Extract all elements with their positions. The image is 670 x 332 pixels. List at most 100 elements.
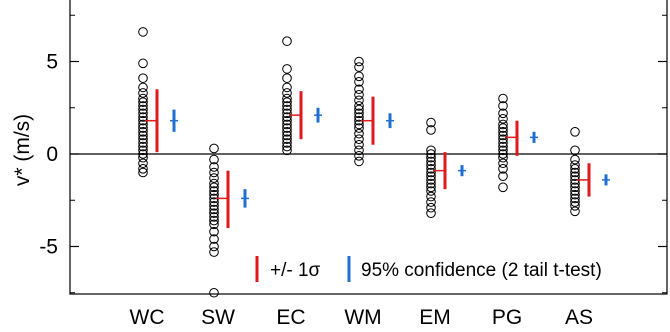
data-point [426, 208, 436, 218]
data-point [282, 138, 292, 148]
data-point [282, 101, 292, 111]
data-point [209, 182, 219, 193]
data-point [354, 77, 364, 87]
data-point [354, 95, 364, 106]
data-point [138, 145, 148, 156]
data-point [209, 247, 219, 257]
data-point [282, 115, 292, 126]
data-point [209, 241, 219, 252]
data-point [354, 101, 364, 111]
data-point [209, 189, 219, 200]
data-point [282, 123, 292, 133]
data-point [498, 145, 508, 156]
data-point [282, 36, 292, 46]
data-point [570, 197, 580, 207]
data-point [354, 84, 364, 95]
data-point [354, 134, 364, 144]
data-point [138, 58, 148, 69]
legend: +/- 1σ 95% confidence (2 tail t-test) [255, 256, 602, 282]
data-point [426, 125, 436, 135]
x-tick-label: EC [276, 306, 305, 329]
data-point [282, 108, 292, 119]
x-tick-label: EM [419, 306, 451, 329]
legend-sigma-label: +/- 1σ [270, 260, 321, 281]
data-point [138, 93, 148, 104]
data-point [138, 101, 148, 111]
data-point [426, 152, 436, 163]
data-point [138, 104, 148, 115]
data-point [138, 167, 148, 178]
data-point [498, 164, 508, 174]
data-point [426, 186, 436, 196]
y-tick-label: -5 [39, 236, 58, 259]
data-point [209, 162, 219, 172]
data-point [282, 93, 292, 104]
data-point [426, 156, 436, 167]
data-point [282, 104, 292, 115]
data-point [209, 226, 219, 237]
data-point [282, 82, 292, 93]
data-point [209, 186, 219, 196]
data-point [426, 117, 436, 128]
data-point [498, 101, 508, 111]
x-tick-label: SW [201, 306, 235, 329]
data-point [209, 154, 219, 165]
data-point [570, 154, 580, 165]
data-point [498, 119, 508, 130]
data-point [354, 139, 364, 150]
data-point [354, 90, 364, 100]
data-point [570, 186, 580, 196]
data-point [209, 287, 219, 298]
data-point [354, 112, 364, 122]
data-point [209, 234, 219, 244]
data-point [209, 208, 219, 218]
data-point [138, 164, 148, 174]
data-point [426, 149, 436, 159]
data-point [498, 138, 508, 148]
data-point [426, 182, 436, 193]
data-point [138, 82, 148, 93]
data-point [138, 73, 148, 83]
y-tick-marks [70, 14, 667, 294]
data-point [138, 97, 148, 107]
data-point [209, 143, 219, 154]
data-point [570, 127, 580, 137]
data-point [138, 141, 148, 152]
data-point [498, 130, 508, 141]
data-point [138, 27, 148, 37]
data-point [282, 134, 292, 144]
data-point [354, 151, 364, 161]
data-point [498, 182, 508, 193]
data-point [570, 145, 580, 156]
data-point [354, 62, 364, 72]
data-point [138, 152, 148, 163]
data-point [426, 202, 436, 213]
data-point [282, 97, 292, 107]
data-point [282, 141, 292, 152]
data-point [498, 171, 508, 181]
data-point [138, 127, 148, 137]
x-tick-label: PG [492, 306, 522, 329]
data-point [209, 167, 219, 178]
legend-ci-label: 95% confidence (2 tail t-test) [361, 260, 602, 281]
data-point [354, 145, 364, 156]
data-point [282, 73, 292, 83]
data-point [498, 149, 508, 159]
y-axis-label: v* (m/s) [11, 114, 34, 186]
data-point [426, 167, 436, 178]
data-point [354, 71, 364, 82]
data-point [570, 178, 580, 189]
y-tick-labels: -5 0 5 [39, 51, 58, 259]
data-point [498, 158, 508, 169]
data-point [498, 152, 508, 163]
data-point [138, 149, 148, 159]
data-point [209, 219, 219, 230]
data-point [498, 123, 508, 133]
data-point [209, 173, 219, 183]
data-point [138, 158, 148, 169]
y-tick-label: 0 [46, 143, 58, 166]
data-point [209, 197, 219, 207]
data-point [498, 93, 508, 104]
data-point [570, 206, 580, 217]
data-point [138, 130, 148, 141]
